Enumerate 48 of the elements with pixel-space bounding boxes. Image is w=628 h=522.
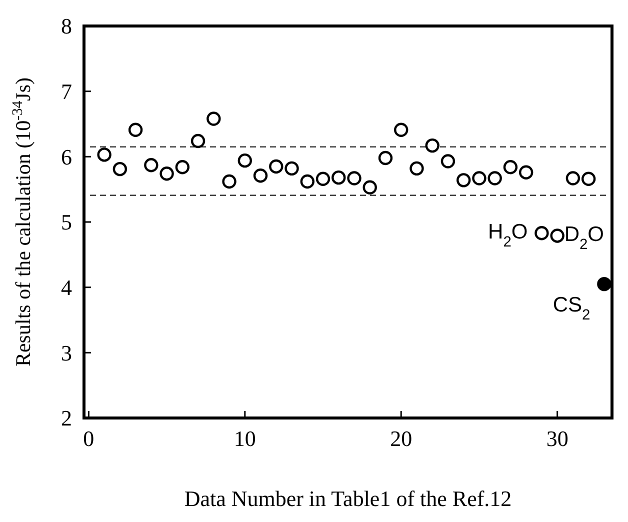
point <box>597 276 612 292</box>
point <box>206 112 221 126</box>
y-tick-label: 6 <box>61 144 72 170</box>
point <box>190 134 206 148</box>
point <box>394 122 408 137</box>
annotation: CS$_{2}$ <box>552 293 590 324</box>
point <box>362 180 377 194</box>
point <box>472 171 486 186</box>
point <box>300 174 314 189</box>
point <box>534 226 549 240</box>
point <box>175 160 190 174</box>
point <box>410 161 424 176</box>
point <box>97 148 112 162</box>
x-tick-label: 30 <box>546 426 568 451</box>
y-tick-label: 4 <box>61 275 72 300</box>
x-tick-label: 0 <box>83 426 94 451</box>
x-tick-label: 10 <box>234 426 256 451</box>
point <box>160 166 174 181</box>
point <box>347 171 362 186</box>
point <box>518 165 534 180</box>
point <box>440 154 456 168</box>
point <box>144 158 158 172</box>
point <box>284 161 299 176</box>
point <box>238 153 252 168</box>
point <box>566 171 580 186</box>
y-tick-label: 5 <box>61 210 72 235</box>
point <box>550 228 564 243</box>
point <box>222 174 236 189</box>
point <box>253 168 268 183</box>
point <box>456 173 471 188</box>
point <box>581 172 596 186</box>
annotation: H$_{2}$O <box>488 220 528 250</box>
x-axis-title: Data Number in Table1 of the Ref.12 <box>184 486 512 511</box>
point <box>269 159 284 174</box>
annotation: D$_{2}$O <box>564 223 604 254</box>
point <box>503 160 518 174</box>
point <box>112 162 128 176</box>
point <box>332 170 346 185</box>
point <box>128 122 143 137</box>
x-tick-label: 20 <box>390 426 412 451</box>
y-tick-label: 7 <box>61 79 72 104</box>
y-tick-label: 8 <box>61 14 72 39</box>
y-tick-label: 2 <box>61 406 72 431</box>
point <box>378 150 393 166</box>
point <box>488 171 502 186</box>
y-tick-label: 3 <box>61 340 72 366</box>
point <box>425 138 440 153</box>
point <box>316 172 330 186</box>
